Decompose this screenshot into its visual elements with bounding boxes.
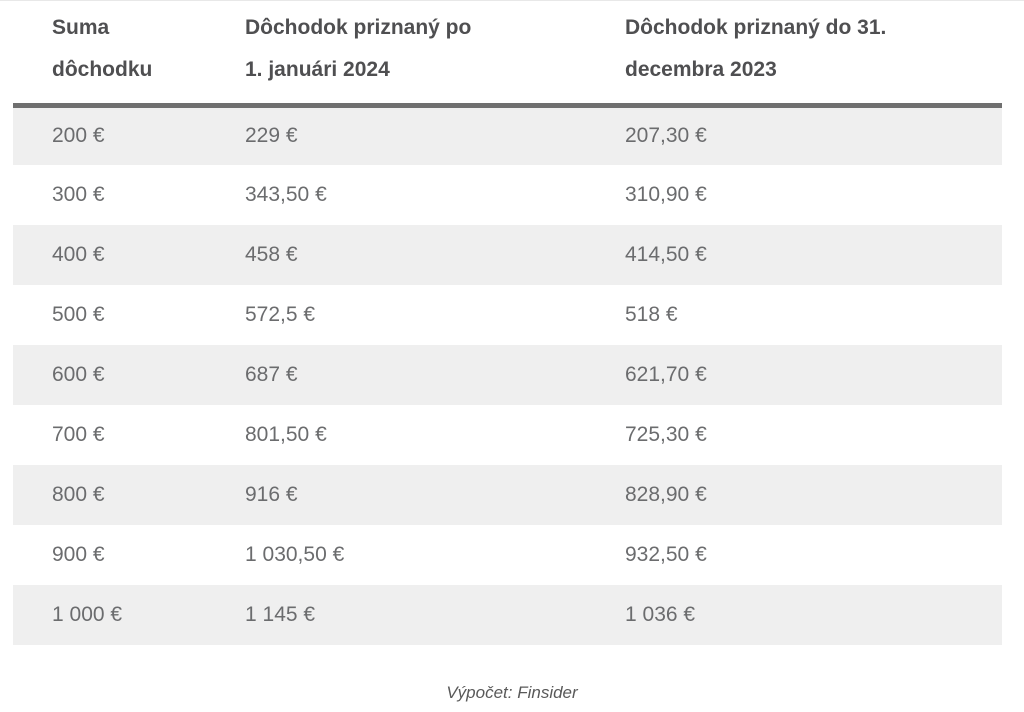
table-cell: 414,50 € [586, 225, 1002, 285]
table-cell: 343,50 € [245, 183, 327, 206]
table-cell: 572,5 € [245, 303, 316, 326]
table-cell: 916 € [206, 465, 586, 525]
table-body: 200 € 229 € 207,30 € 300 € 343,50 € 310,… [13, 105, 1002, 645]
table-header: Suma dôchodku Dôchodok priznaný po 1. ja… [13, 1, 1002, 108]
source-caption: Výpočet: Finsider [446, 683, 578, 702]
column-header-suma-dochodku: Suma dôchodku [13, 1, 206, 108]
table-cell: 1 145 € [206, 585, 586, 645]
table-cell: 300 € [52, 183, 105, 206]
table-cell: 1 036 € [586, 585, 1002, 645]
table-cell: 518 € [625, 303, 678, 326]
table-row: 200 € 229 € 207,30 € [13, 105, 1002, 165]
table-cell: 900 € [52, 543, 105, 566]
table-cell: 687 € [206, 345, 586, 405]
pension-comparison-table: Suma dôchodku Dôchodok priznaný po 1. ja… [13, 1, 1002, 645]
table-cell: 828,90 € [586, 465, 1002, 525]
table-cell: 229 € [206, 105, 586, 165]
table-row: 900 € 1 030,50 € 932,50 € [13, 525, 1002, 585]
table-cell: 200 € [13, 105, 206, 165]
table-cell: 207,30 € [586, 105, 1002, 165]
table-row: 400 € 458 € 414,50 € [13, 225, 1002, 285]
table-cell: 400 € [13, 225, 206, 285]
table-cell: 725,30 € [625, 423, 707, 446]
table-row: 1 000 € 1 145 € 1 036 € [13, 585, 1002, 645]
table-cell: 1 030,50 € [245, 543, 345, 566]
table-header-row: Suma dôchodku Dôchodok priznaný po 1. ja… [13, 1, 1002, 108]
column-header-priznany-do-2023: Dôchodok priznaný do 31. decembra 2023 [586, 1, 1002, 108]
column-header-priznany-po-2024: Dôchodok priznaný po 1. januári 2024 [206, 1, 586, 108]
table-cell: 500 € [52, 303, 105, 326]
table-row: 300 € 343,50 € 310,90 € [13, 165, 1002, 225]
table-cell: 700 € [52, 423, 105, 446]
table-row: 600 € 687 € 621,70 € [13, 345, 1002, 405]
table-cell: 310,90 € [625, 183, 707, 206]
table-cell: 800 € [13, 465, 206, 525]
table-cell: 600 € [13, 345, 206, 405]
table-cell: 801,50 € [245, 423, 327, 446]
table-cell: 1 000 € [13, 585, 206, 645]
table-cell: 932,50 € [625, 543, 707, 566]
table-row: 800 € 916 € 828,90 € [13, 465, 1002, 525]
table-cell: 621,70 € [586, 345, 1002, 405]
table-row: 500 € 572,5 € 518 € [13, 285, 1002, 345]
table-cell: 458 € [206, 225, 586, 285]
table-row: 700 € 801,50 € 725,30 € [13, 405, 1002, 465]
